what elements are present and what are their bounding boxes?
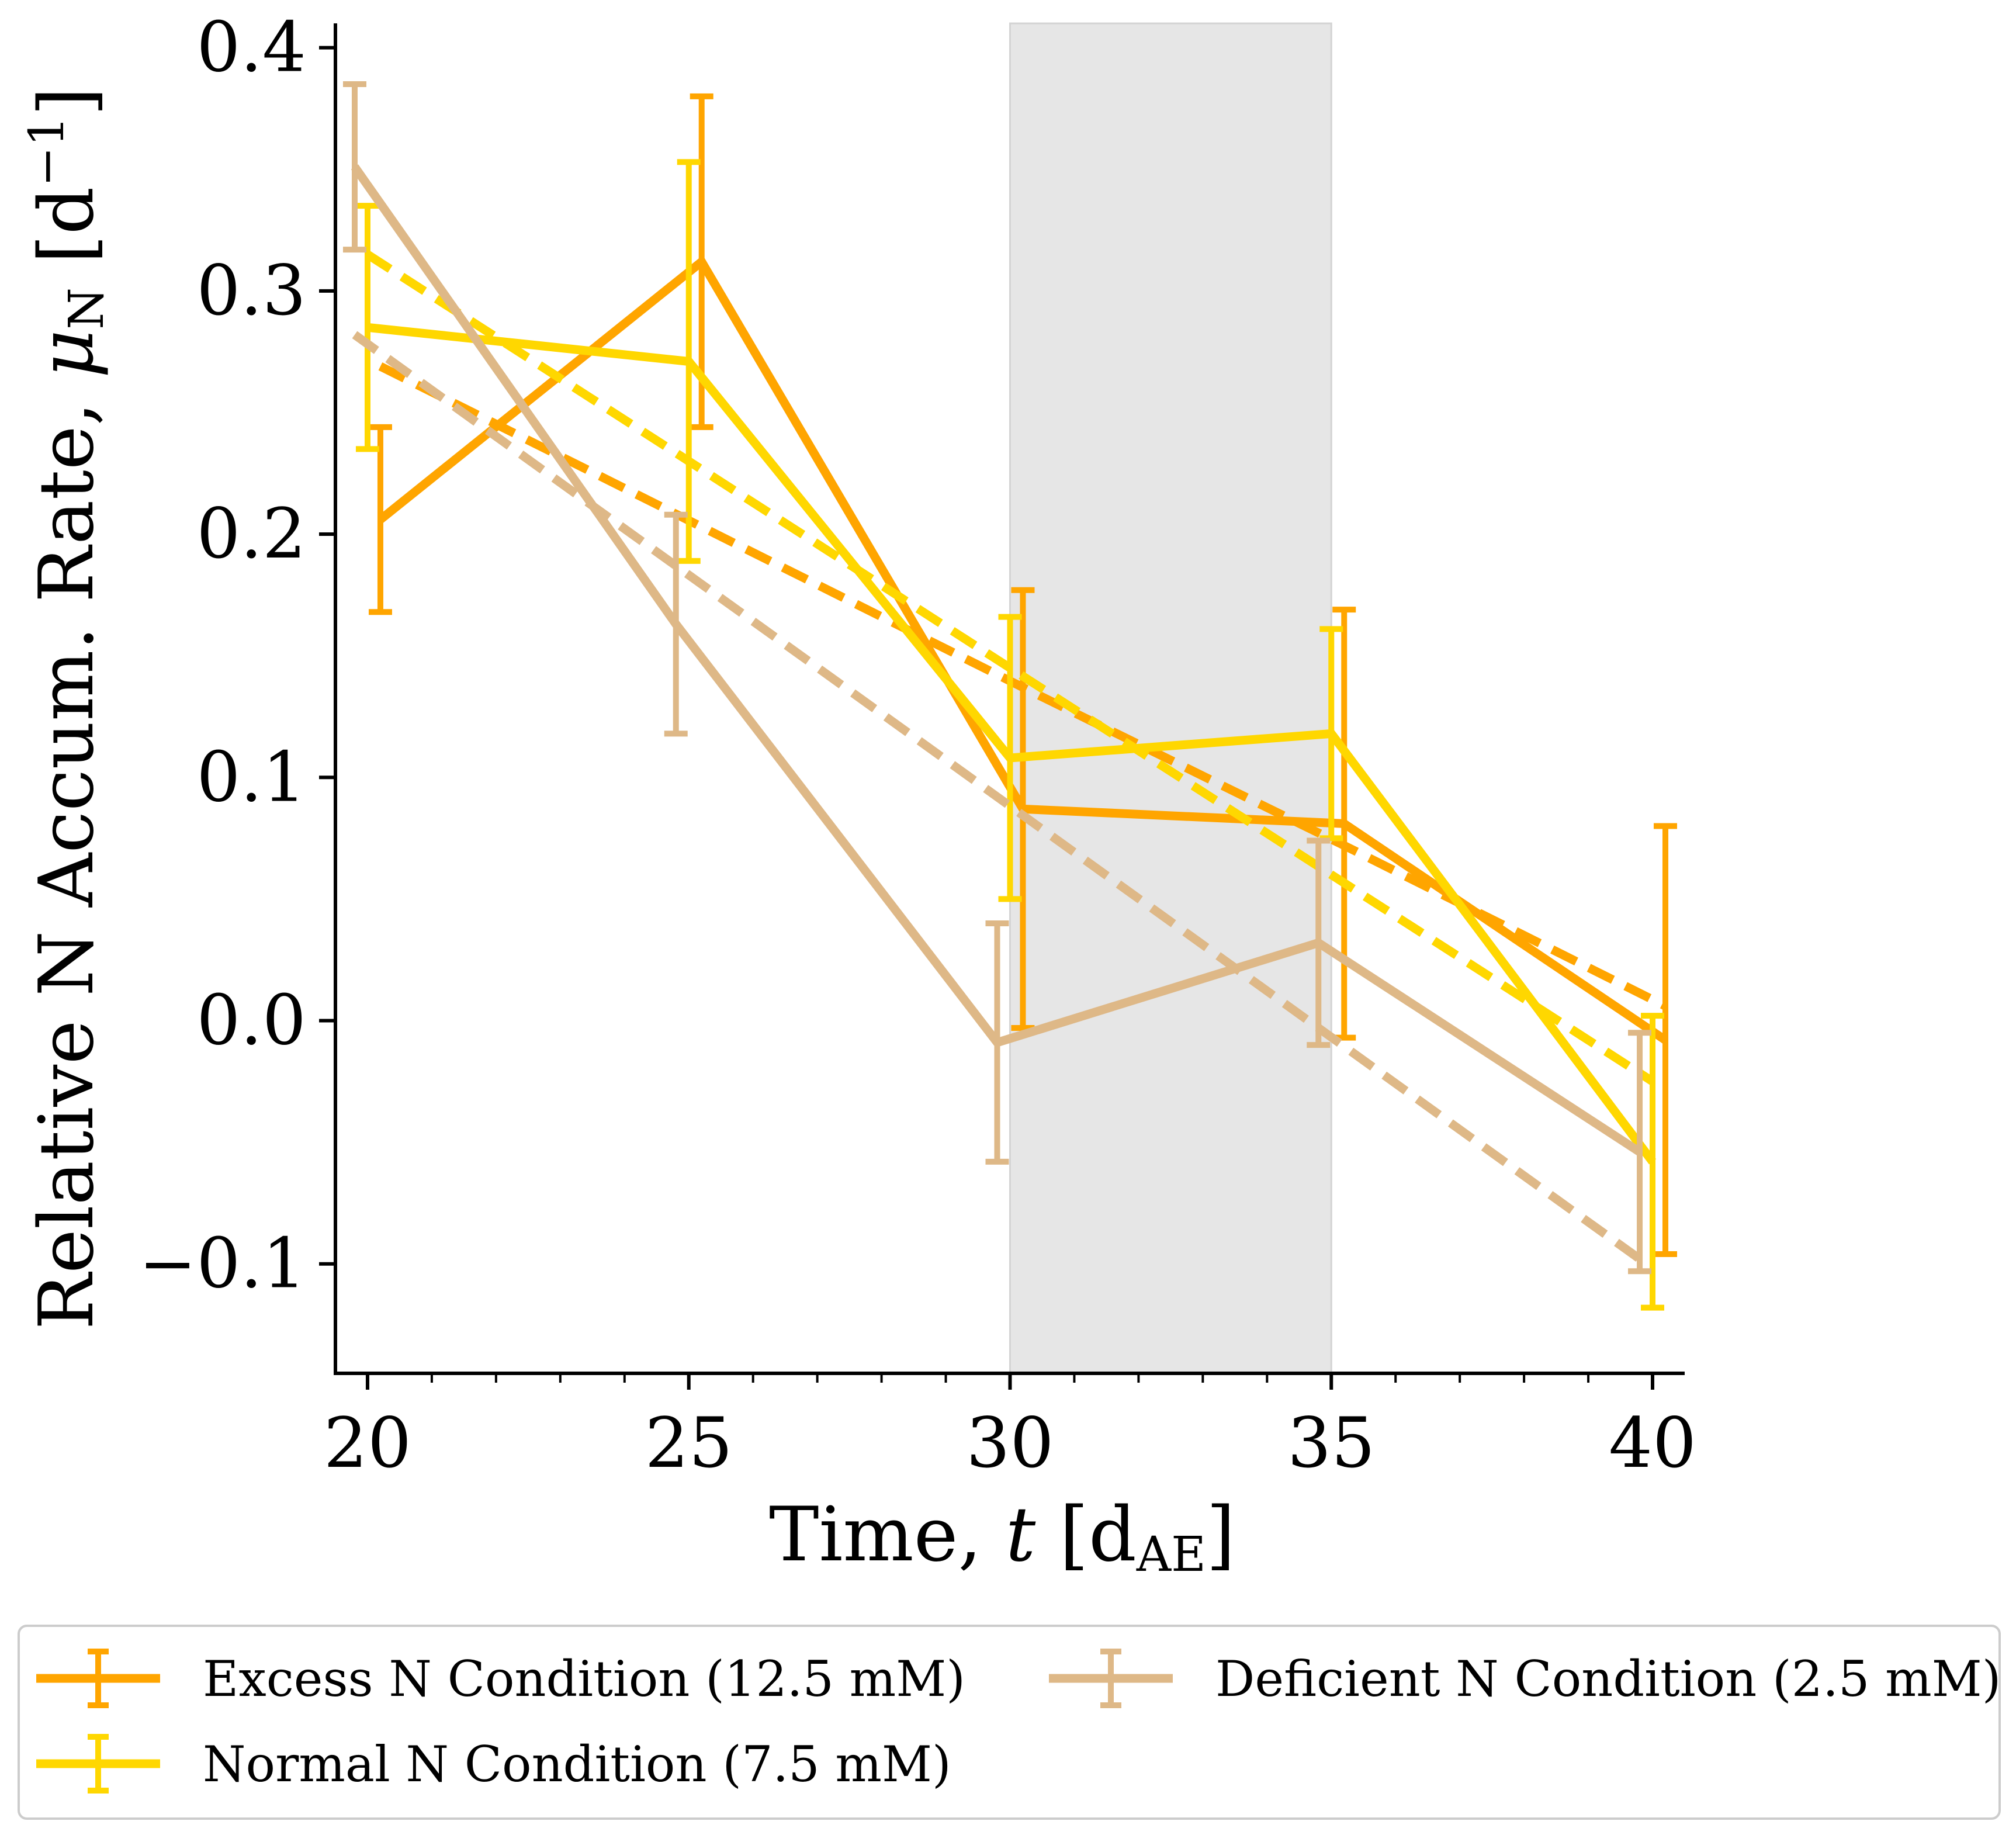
x-axis-title-var: t: [1006, 1491, 1036, 1578]
x-tick-label: 35: [1287, 1403, 1375, 1483]
x-axis-title-unit-open: [d: [1035, 1491, 1137, 1578]
x-axis-title-unit-close: ]: [1206, 1491, 1235, 1578]
x-axis-title-unit-sub: AE: [1136, 1527, 1206, 1583]
series-line: [367, 323, 1657, 1165]
x-axis-title: Time, t [dAE]: [769, 1491, 1235, 1583]
y-tick-label: 0.2: [196, 493, 306, 574]
series-fit-line: [352, 331, 1643, 1263]
legend: Excess N Condition (12.5 mM) Normal N Con…: [18, 1625, 2001, 1820]
y-axis-title-text: Relative N Accum. Rate,: [23, 378, 110, 1329]
y-axis-title-unit-open: [d: [23, 186, 110, 288]
axes-layer: 20 25 30 35 40 0.4 0.3 0.2 0.1 0.0 −0.1: [138, 7, 1696, 1483]
x-tick-label: 40: [1609, 1403, 1696, 1483]
y-tick-label: 0.4: [196, 7, 306, 88]
legend-item: Deficient N Condition (2.5 mM): [1049, 1649, 2001, 1708]
legend-item: Normal N Condition (7.5 mM): [36, 1734, 951, 1794]
series-line: [351, 164, 1643, 1156]
series-fit-line: [365, 251, 1655, 1085]
y-axis-title: Relative N Accum. Rate, μN [d−1]: [19, 87, 115, 1330]
y-axis-title-unit-close: ]: [23, 87, 110, 116]
x-tick-label: 20: [324, 1403, 411, 1483]
y-axis-title-var: μ: [23, 330, 110, 378]
legend-label: Deficient N Condition (2.5 mM): [1215, 1650, 2001, 1708]
y-tick-label: −0.1: [138, 1223, 306, 1304]
legend-label: Excess N Condition (12.5 mM): [203, 1650, 965, 1708]
series-1: [355, 159, 1665, 1311]
y-axis-title-var-sub: N: [59, 288, 115, 330]
legend-item: Excess N Condition (12.5 mM): [36, 1649, 965, 1708]
legend-label: Normal N Condition (7.5 mM): [203, 1736, 951, 1793]
y-tick-label: 0.0: [196, 979, 306, 1060]
x-axis-title-text: Time,: [769, 1491, 1006, 1578]
y-axis-title-unit-sup: −1: [19, 116, 75, 187]
error-bar: [368, 424, 392, 615]
x-tick-label: 30: [966, 1403, 1054, 1483]
legend-frame: [18, 1625, 2001, 1820]
x-tick-label: 25: [645, 1403, 733, 1483]
y-tick-label: 0.1: [196, 736, 306, 817]
series-layer: [342, 81, 1678, 1311]
series-2: [342, 81, 1652, 1275]
y-tick-label: 0.3: [196, 250, 306, 331]
